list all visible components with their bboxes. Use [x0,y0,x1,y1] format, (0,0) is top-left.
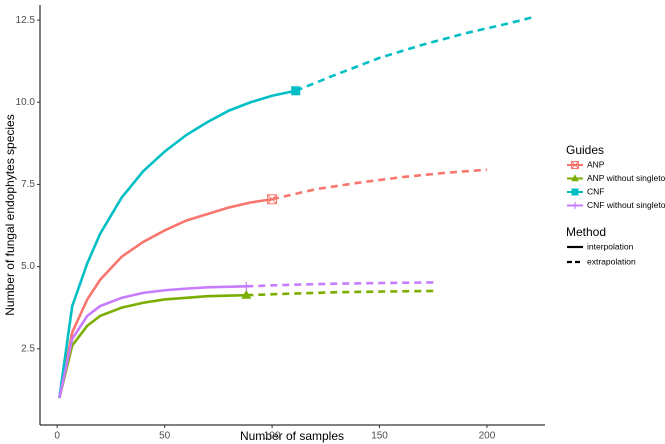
x-tick-label: 200 [479,431,496,442]
marker [571,202,579,209]
legend-label: interpolation [587,241,634,251]
interpolation-line [58,293,247,399]
legend-label: extrapolation [587,256,636,266]
extrapolation-line [246,289,436,297]
legend-label: ANP without singletons [587,173,665,183]
y-tick-label: 10.0 [16,97,36,108]
y-tick-label: 5.0 [21,261,35,272]
legend-label: ANP [587,159,605,169]
marker [571,188,579,196]
x-tick-label: 100 [264,431,281,442]
marker [241,281,251,291]
marker [571,174,579,182]
y-tick-label: 7.5 [21,179,35,190]
marker [267,194,278,205]
legend-label: CNF [587,186,604,196]
marker [291,86,301,96]
y-tick-label: 2.5 [21,343,35,354]
y-axis-label: Number of fungal endophytes species [3,114,17,315]
interpolation-line [58,285,247,399]
extrapolation-line [271,168,488,201]
legend-title: Guides [566,143,604,157]
interpolation-line [58,197,273,399]
legend-title: Method [566,225,606,239]
extrapolation-line [246,281,436,288]
x-tick-label: 50 [159,431,171,442]
y-tick-label: 12.5 [16,15,36,26]
x-tick-label: 0 [54,431,60,442]
marker [571,161,579,169]
interpolation-line [58,89,296,399]
extrapolation-line [295,15,535,92]
marker [241,289,252,299]
x-tick-label: 150 [371,431,388,442]
x-axis-label: Number of samples [240,429,344,443]
legend-label: CNF without singletons [587,200,665,210]
